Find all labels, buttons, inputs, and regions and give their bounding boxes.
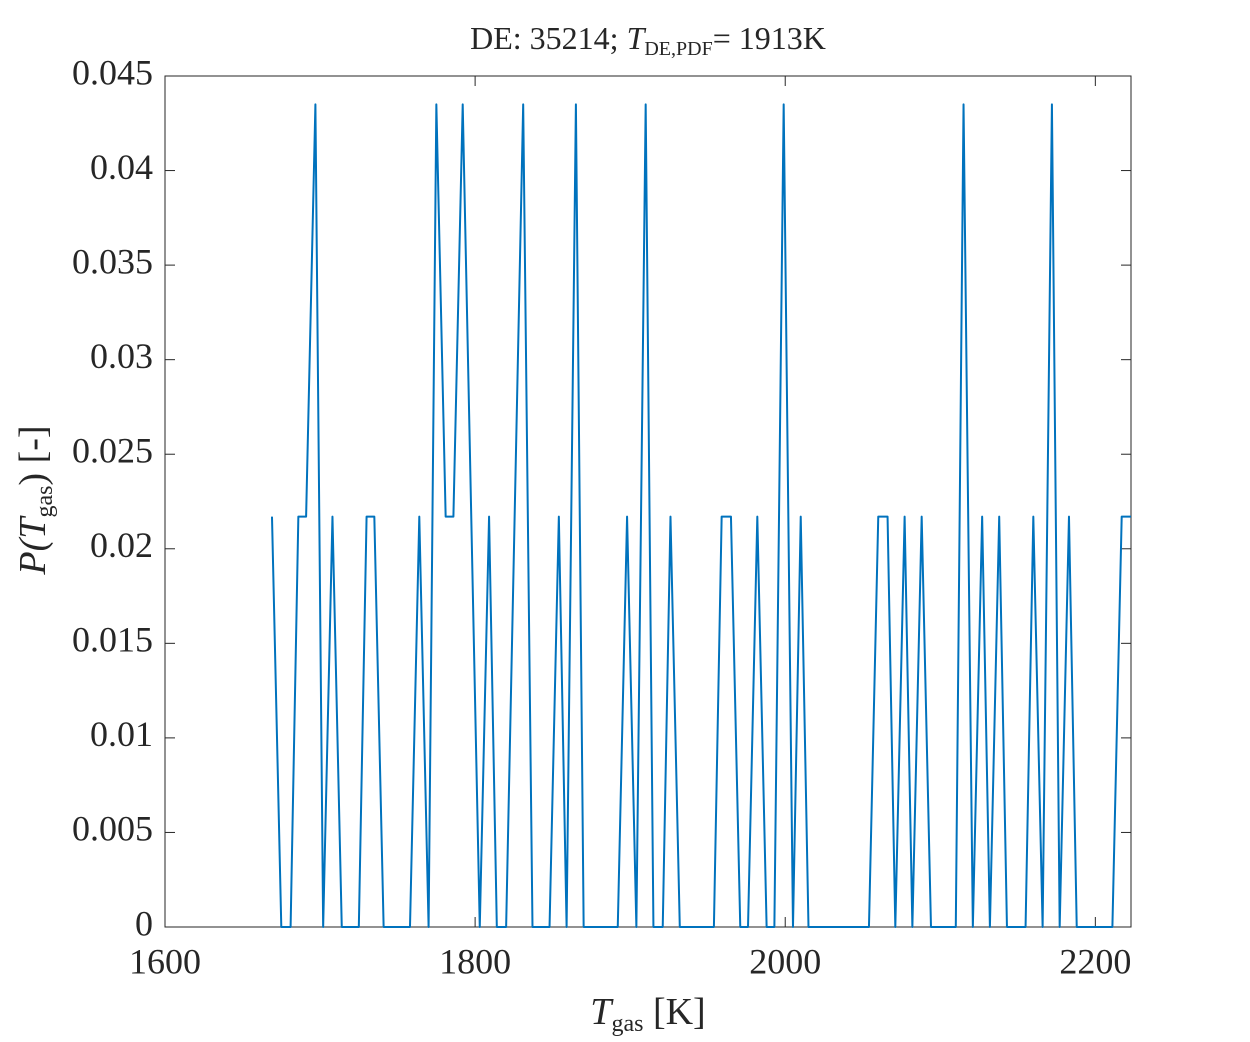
y-tick-label: 0 [135, 903, 153, 943]
y-tick-label: 0.015 [72, 620, 153, 660]
y-tick-label: 0.02 [90, 525, 153, 565]
y-tick-label: 0.005 [72, 809, 153, 849]
y-axis-label: P(Tgas) [-] [12, 425, 58, 575]
x-tick-label: 2000 [749, 941, 821, 981]
data-line [270, 103, 1131, 928]
x-axis-label: Tgas [K] [590, 991, 705, 1037]
y-label-part: gas [32, 486, 58, 518]
x-tick-label: 1600 [129, 941, 201, 981]
chart-title: DE: 35214; TDE,PDF= 1913K [470, 20, 826, 59]
title-part: DE: 35214; [470, 20, 626, 56]
title-part: = 1913K [713, 20, 826, 56]
y-label-part: P( [12, 536, 54, 575]
x-label-part: T [590, 991, 614, 1033]
x-label-part: gas [611, 1011, 643, 1037]
y-tick-label: 0.025 [72, 430, 153, 470]
y-label-part: T [12, 515, 54, 539]
y-tick-label: 0.03 [90, 336, 153, 376]
title-part: T [627, 20, 647, 56]
plot-area [164, 75, 1132, 928]
y-label-part: ) [-] [12, 425, 54, 485]
x-label-part: [K] [643, 991, 705, 1033]
x-tick-label: 1800 [439, 941, 511, 981]
y-tick-label: 0.04 [90, 147, 153, 187]
title-part: DE,PDF [644, 38, 712, 60]
y-tick-label: 0.045 [72, 52, 153, 92]
y-tick-label: 0.035 [72, 241, 153, 281]
x-tick-label: 2200 [1059, 941, 1131, 981]
y-tick-label: 0.01 [90, 714, 153, 754]
